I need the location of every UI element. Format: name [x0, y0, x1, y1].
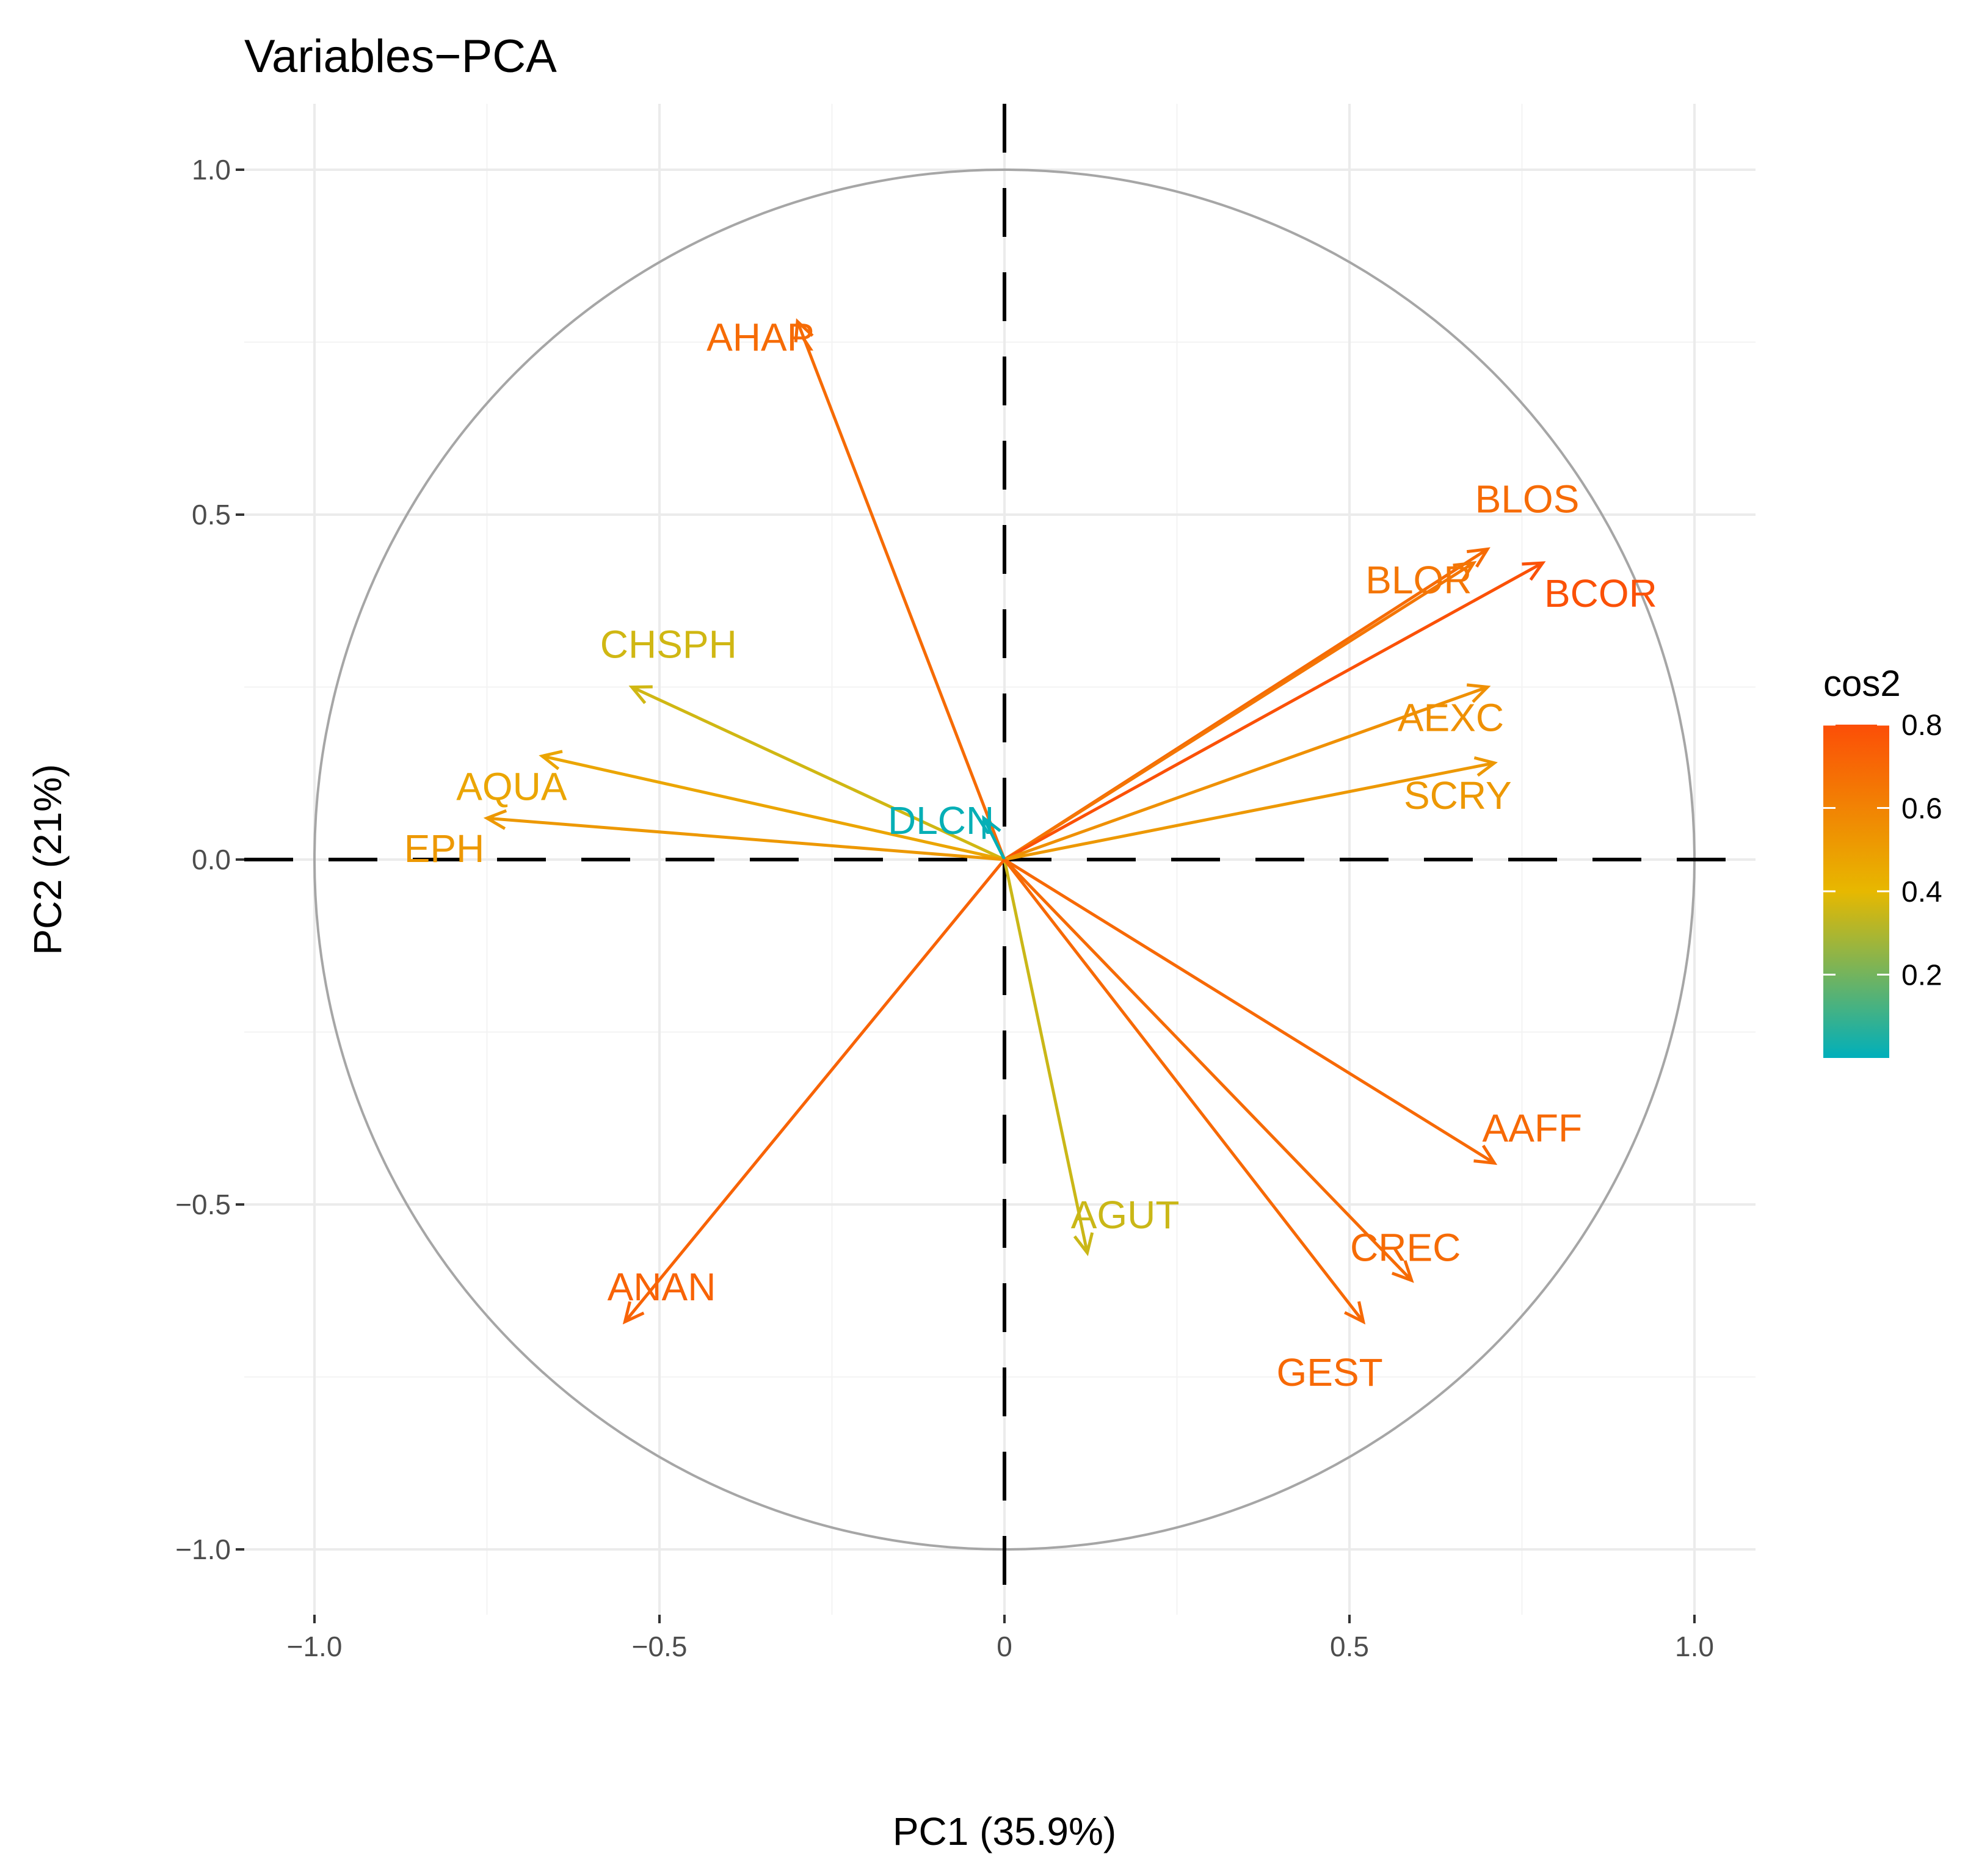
- cos2-legend: cos2 0.2 0.4 0.6 0.8: [1823, 663, 1942, 1058]
- arrowhead-aexc: [1466, 683, 1491, 703]
- x-axis-ticks: −1.0 −0.5 0 0.5 1.0: [287, 1615, 1714, 1662]
- arrowhead-blos: [1466, 547, 1491, 568]
- label-blos: BLOS: [1475, 477, 1580, 521]
- y-tick-label: −1.0: [175, 1534, 231, 1565]
- legend-tick-label: 0.4: [1901, 876, 1942, 908]
- arrow-aqua: [542, 755, 1005, 861]
- x-tick-label: 0.5: [1330, 1631, 1369, 1662]
- legend-tick-label: 0.6: [1901, 793, 1942, 825]
- arrowhead-agut: [1073, 1232, 1094, 1256]
- arrow-aexc: [1004, 686, 1488, 861]
- label-gest: GEST: [1276, 1350, 1382, 1394]
- chart-title: Variables−PCA: [244, 31, 557, 82]
- x-tick-label: 1.0: [1675, 1631, 1714, 1662]
- arrowhead-scry: [1473, 756, 1498, 777]
- x-axis-title: PC1 (35.9%): [893, 1809, 1116, 1853]
- y-tick-label: 0.5: [192, 499, 231, 531]
- arrow-agut: [1003, 859, 1089, 1253]
- label-aaff: AAFF: [1483, 1106, 1583, 1150]
- arrow-chsph: [631, 686, 1006, 861]
- arrow-scry: [1004, 761, 1495, 861]
- arrow-gest: [1003, 858, 1365, 1323]
- arrowhead-aqua: [539, 750, 563, 770]
- y-tick-label: 0.0: [192, 844, 231, 875]
- label-blor: BLOR: [1365, 558, 1472, 602]
- arrow-blor: [1003, 561, 1475, 861]
- arrowhead-dlcn: [982, 815, 1001, 839]
- variable-arrows: [483, 318, 1546, 1325]
- arrowhead-gest: [1344, 1301, 1366, 1325]
- label-aexc: AEXC: [1398, 696, 1504, 740]
- arrowhead-eph: [483, 809, 507, 830]
- arrowhead-ahar: [794, 318, 814, 342]
- y-axis-title: PC2 (21%): [26, 764, 70, 955]
- legend-tick-label: 0.2: [1901, 960, 1942, 992]
- arrowhead-bcor: [1522, 561, 1546, 581]
- label-dlcn: DLCN: [888, 799, 994, 842]
- label-bcor: BCOR: [1544, 571, 1657, 615]
- legend-title: cos2: [1823, 663, 1901, 704]
- arrowhead-aaff: [1473, 1145, 1498, 1165]
- label-anan: ANAN: [608, 1265, 716, 1309]
- label-eph: EPH: [404, 827, 485, 871]
- legend-ticks: 0.2 0.4 0.6 0.8: [1823, 709, 1942, 992]
- arrow-eph: [487, 816, 1005, 861]
- label-crec: CREC: [1350, 1225, 1461, 1269]
- x-tick-label: −1.0: [287, 1631, 343, 1662]
- y-axis-ticks: 1.0 0.5 0.0 −0.5 −1.0: [175, 154, 244, 1565]
- x-tick-label: 0: [997, 1631, 1012, 1662]
- arrowhead-crec: [1391, 1260, 1414, 1283]
- arrow-ahar: [796, 321, 1006, 860]
- arrow-bcor: [1003, 561, 1544, 861]
- x-tick-label: −0.5: [632, 1631, 688, 1662]
- arrow-dlcn: [982, 817, 1006, 861]
- label-ahar: AHAR: [706, 316, 815, 360]
- arrowhead-anan: [622, 1301, 645, 1325]
- arrow-crec: [1003, 858, 1413, 1282]
- label-agut: AGUT: [1071, 1193, 1180, 1237]
- legend-tick-label: 0.8: [1901, 709, 1942, 742]
- y-tick-label: 1.0: [192, 154, 231, 186]
- label-scry: SCRY: [1404, 773, 1512, 817]
- label-chsph: CHSPH: [600, 623, 737, 667]
- label-aqua: AQUA: [456, 765, 567, 809]
- arrowhead-chsph: [628, 685, 653, 704]
- y-tick-label: −0.5: [175, 1189, 231, 1220]
- arrowhead-blor: [1453, 561, 1477, 582]
- arrow-anan: [623, 858, 1006, 1323]
- arrow-aaff: [1003, 858, 1495, 1165]
